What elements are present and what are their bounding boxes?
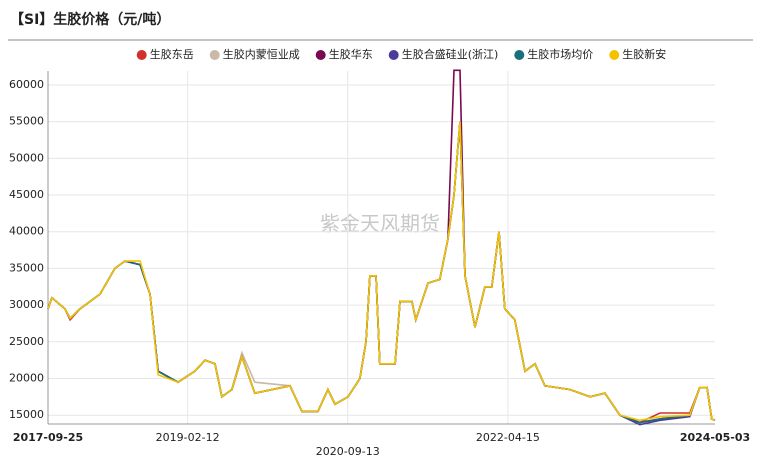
legend-item: 生胶东岳 bbox=[136, 47, 194, 61]
x-tick-label: 2019-02-12 bbox=[156, 431, 220, 444]
legend-item: 生胶合盛硅业(浙江) bbox=[388, 47, 499, 61]
y-tick-label: 60000 bbox=[9, 78, 44, 91]
y-tick-label: 15000 bbox=[9, 408, 44, 421]
y-tick-label: 40000 bbox=[9, 225, 44, 238]
y-tick-label: 25000 bbox=[9, 335, 44, 348]
y-tick-label: 35000 bbox=[9, 261, 44, 274]
legend-label: 生胶合盛硅业(浙江) bbox=[402, 47, 499, 61]
series-line bbox=[47, 121, 716, 424]
x-tick-label: 2024-05-03 bbox=[680, 431, 750, 444]
y-tick-label: 50000 bbox=[9, 151, 44, 164]
series-line bbox=[47, 121, 716, 424]
legend-label: 生胶新安 bbox=[622, 47, 666, 61]
series-line bbox=[47, 121, 716, 426]
y-tick-label: 20000 bbox=[9, 371, 44, 384]
legend-item: 生胶新安 bbox=[609, 47, 666, 61]
x-tick-label: 2022-04-15 bbox=[476, 431, 540, 444]
legend-label: 生胶内蒙恒业成 bbox=[223, 47, 300, 61]
series-line bbox=[47, 121, 716, 422]
legend-marker bbox=[209, 50, 220, 60]
series-line bbox=[47, 69, 716, 424]
legend: 生胶东岳 生胶内蒙恒业成 生胶华东 生胶合盛硅业(浙江) 生胶市场均价 生胶新安 bbox=[136, 47, 666, 61]
x-tick-label: 2017-09-25 bbox=[13, 431, 83, 444]
legend-label: 生胶华东 bbox=[329, 47, 373, 61]
legend-label: 生胶东岳 bbox=[150, 47, 194, 61]
legend-marker bbox=[609, 50, 620, 60]
x-tick-label: 2020-09-13 bbox=[316, 445, 380, 458]
y-tick-label: 45000 bbox=[9, 188, 44, 201]
y-tick-label: 55000 bbox=[9, 115, 44, 128]
legend-marker bbox=[388, 50, 399, 60]
legend-marker bbox=[514, 50, 525, 60]
legend-item: 生胶华东 bbox=[315, 47, 373, 61]
chart-title: 【SI】生胶价格（元/吨） bbox=[10, 11, 170, 28]
legend-item: 生胶内蒙恒业成 bbox=[209, 47, 300, 61]
legend-item: 生胶市场均价 bbox=[514, 47, 593, 61]
series-line bbox=[47, 121, 716, 424]
legend-marker bbox=[315, 50, 326, 60]
y-tick-label: 30000 bbox=[9, 298, 44, 311]
legend-label: 生胶市场均价 bbox=[527, 47, 593, 61]
legend-marker bbox=[136, 50, 147, 60]
